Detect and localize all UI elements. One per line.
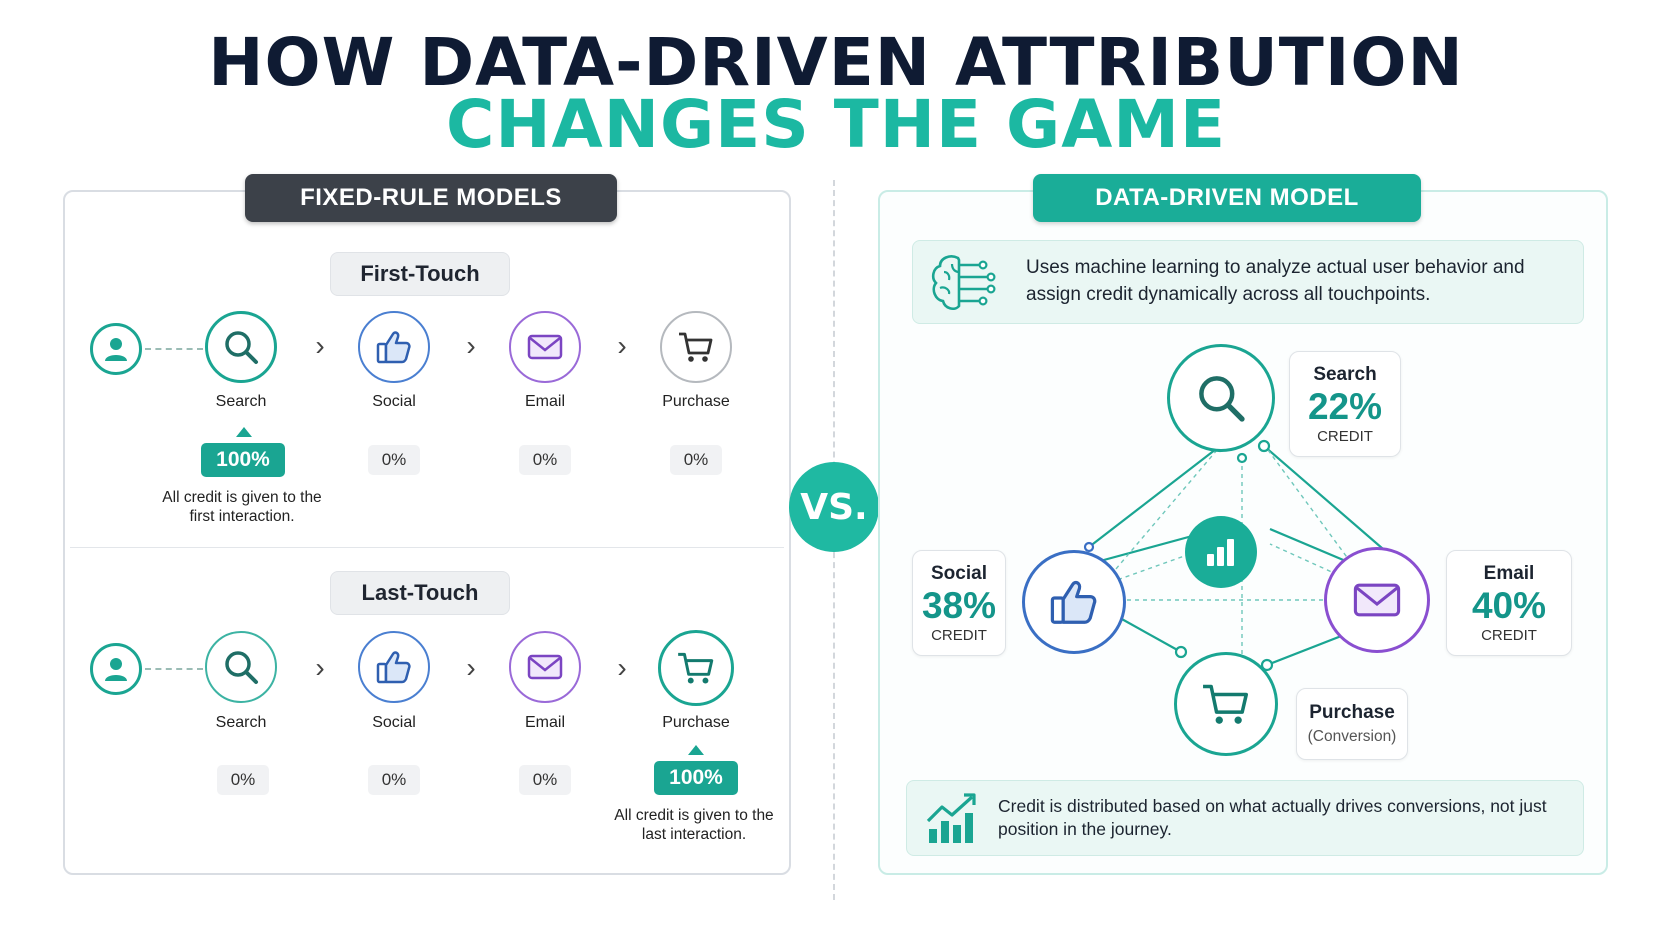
step-label: Social bbox=[372, 393, 416, 410]
connector-line bbox=[145, 348, 203, 350]
user-icon bbox=[90, 643, 142, 695]
card-name: Search bbox=[1313, 364, 1377, 385]
cart-icon bbox=[678, 652, 714, 684]
dd-email-node bbox=[1324, 547, 1430, 653]
card-caption: CREDIT bbox=[1317, 428, 1373, 445]
card-name: Email bbox=[1483, 563, 1535, 584]
fixed-rule-header: FIXED-RULE MODELS bbox=[245, 174, 617, 222]
step-label: Purchase bbox=[662, 714, 730, 731]
data-driven-header: DATA-DRIVEN MODEL bbox=[1033, 174, 1421, 222]
chevron-right-icon: › bbox=[466, 330, 476, 361]
credit-value: 0% bbox=[368, 445, 420, 475]
social-credit-card: Social 38% CREDIT bbox=[912, 550, 1006, 656]
first-touch-social-node bbox=[358, 311, 430, 383]
last-touch-social-node bbox=[358, 631, 430, 703]
section-divider bbox=[70, 547, 784, 548]
search-credit-card: Search 22% CREDIT bbox=[1289, 351, 1401, 457]
first-touch-email-node bbox=[509, 311, 581, 383]
first-touch-note: All credit is given to the first interac… bbox=[162, 489, 322, 525]
envelope-icon bbox=[527, 654, 563, 680]
pointer-arrow bbox=[688, 745, 704, 755]
credit-value: 100% bbox=[654, 761, 738, 795]
card-name: Social bbox=[931, 563, 987, 584]
search-icon bbox=[225, 331, 258, 364]
chevron-right-icon: › bbox=[617, 330, 627, 361]
first-touch-search-node bbox=[205, 311, 277, 383]
last-touch-email-node bbox=[509, 631, 581, 703]
first-touch-label: First-Touch bbox=[330, 252, 510, 296]
dd-search-node bbox=[1167, 344, 1275, 452]
card-percent: 40% bbox=[1471, 585, 1547, 626]
purchase-card: Purchase (Conversion) bbox=[1296, 688, 1408, 760]
envelope-icon bbox=[527, 334, 563, 360]
pointer-arrow bbox=[236, 427, 252, 437]
search-icon bbox=[1199, 376, 1245, 422]
analytics-hub bbox=[1185, 516, 1257, 588]
step-label: Search bbox=[215, 393, 267, 410]
card-caption: CREDIT bbox=[1481, 627, 1537, 644]
card-percent: 22% bbox=[1307, 386, 1383, 427]
growth-chart-icon bbox=[924, 789, 982, 852]
thumbs-up-icon bbox=[1050, 580, 1097, 624]
cart-icon bbox=[679, 332, 713, 362]
intro-box bbox=[912, 240, 1584, 324]
page-title: HOW DATA-DRIVEN ATTRIBUTION bbox=[208, 24, 1464, 101]
step-label: Social bbox=[372, 714, 416, 731]
page-subtitle: CHANGES THE GAME bbox=[445, 86, 1227, 163]
credit-value: 0% bbox=[670, 445, 722, 475]
last-touch-label: Last-Touch bbox=[330, 571, 510, 615]
credit-value: 0% bbox=[368, 765, 420, 795]
thumbs-up-icon bbox=[376, 331, 411, 364]
user-icon bbox=[90, 323, 142, 375]
card-caption: CREDIT bbox=[931, 627, 987, 644]
chevron-right-icon: › bbox=[617, 652, 627, 683]
cart-icon bbox=[1203, 684, 1249, 724]
last-touch-search-node bbox=[205, 631, 277, 703]
card-name: Purchase bbox=[1309, 702, 1395, 723]
chevron-right-icon: › bbox=[315, 330, 325, 361]
step-label: Email bbox=[524, 393, 565, 410]
email-credit-card: Email 40% CREDIT bbox=[1446, 550, 1572, 656]
connector-line bbox=[145, 668, 203, 670]
dd-purchase-node bbox=[1174, 652, 1278, 756]
search-icon bbox=[225, 651, 258, 684]
step-label: Email bbox=[524, 714, 565, 731]
vs-badge: VS. bbox=[789, 462, 879, 552]
first-touch-purchase-node bbox=[660, 311, 732, 383]
chevron-right-icon: › bbox=[466, 652, 476, 683]
card-percent: 38% bbox=[921, 585, 997, 626]
step-label: Purchase bbox=[662, 393, 730, 410]
brain-icon bbox=[928, 250, 1000, 321]
last-touch-purchase-node bbox=[658, 630, 734, 706]
dd-social-node bbox=[1022, 550, 1126, 654]
footer-text: Credit is distributed based on what actu… bbox=[998, 796, 1547, 839]
credit-value: 0% bbox=[519, 765, 571, 795]
credit-value: 0% bbox=[217, 765, 269, 795]
last-touch-note: All credit is given to the last interact… bbox=[614, 807, 774, 843]
footer-box bbox=[906, 780, 1584, 856]
intro-text: Uses machine learning to analyze actual … bbox=[1026, 257, 1525, 305]
chevron-right-icon: › bbox=[315, 652, 325, 683]
envelope-icon bbox=[1353, 583, 1401, 617]
step-label: Search bbox=[215, 714, 267, 731]
thumbs-up-icon bbox=[376, 651, 411, 684]
bar-chart-icon bbox=[1207, 539, 1234, 566]
network-connections bbox=[1083, 439, 1396, 672]
credit-value: 0% bbox=[519, 445, 571, 475]
credit-value: 100% bbox=[201, 443, 285, 477]
card-caption: (Conversion) bbox=[1307, 728, 1397, 745]
